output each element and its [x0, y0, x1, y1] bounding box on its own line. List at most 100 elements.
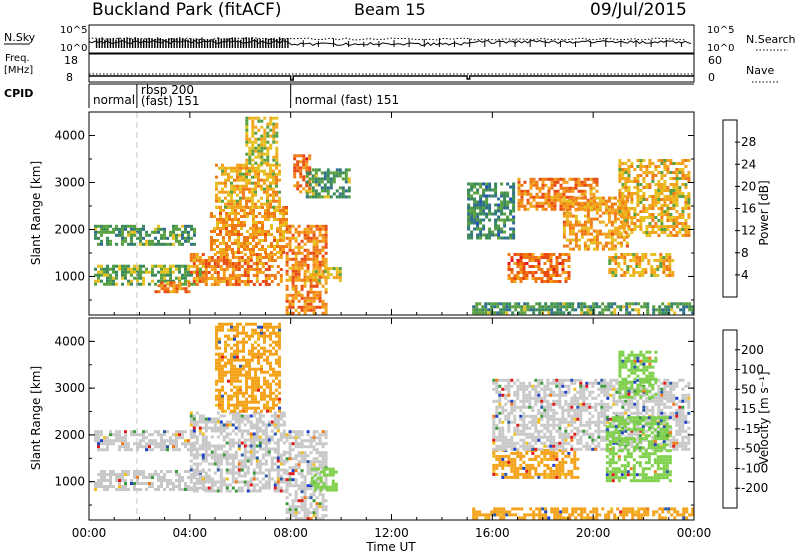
velocity-cell: [205, 451, 208, 454]
power-cell: [621, 168, 624, 171]
power-cell: [255, 227, 258, 230]
velocity-cell: [196, 436, 199, 439]
power-cell: [614, 203, 617, 206]
power-cell: [315, 174, 318, 177]
power-cell: [316, 294, 319, 297]
power-cell: [526, 256, 529, 259]
velocity-cell: [215, 359, 218, 362]
power-cell: [286, 306, 289, 309]
velocity-cell: [251, 368, 254, 371]
velocity-cell: [283, 436, 286, 439]
power-cell: [638, 256, 641, 259]
power-cell: [512, 234, 515, 237]
power-cell: [299, 160, 302, 163]
velocity-cell: [224, 365, 227, 368]
power-cell: [637, 311, 640, 314]
power-cell: [659, 253, 662, 256]
velocity-cell: [253, 457, 256, 460]
velocity-cell: [109, 482, 112, 485]
power-cell: [276, 245, 279, 248]
power-cell: [233, 167, 236, 170]
power-cell: [264, 251, 267, 254]
power-cell: [276, 227, 279, 230]
power-cell: [544, 262, 547, 265]
power-cell: [490, 302, 493, 305]
power-cell: [106, 240, 109, 243]
velocity-cell: [178, 430, 181, 433]
power-cell: [624, 177, 627, 180]
velocity-cell: [196, 478, 199, 481]
power-cell: [553, 271, 556, 274]
power-cell: [106, 228, 109, 231]
power-cell: [605, 224, 608, 227]
power-cell: [210, 242, 213, 245]
power-cell: [566, 187, 569, 190]
power-cell: [599, 203, 602, 206]
velocity-cell: [319, 505, 322, 508]
power-cell: [309, 189, 312, 192]
power-cell: [279, 218, 282, 221]
velocity-cell: [304, 490, 307, 493]
power-cell: [307, 249, 310, 252]
power-cell: [517, 305, 520, 308]
power-cell: [569, 230, 572, 233]
power-cell: [687, 192, 690, 195]
power-cell: [327, 189, 330, 192]
velocity-cell: [254, 389, 257, 392]
power-cell: [301, 264, 304, 267]
velocity-cell: [244, 472, 247, 475]
velocity-cell: [272, 401, 275, 404]
velocity-cell: [218, 362, 221, 365]
power-cell: [663, 204, 666, 207]
power-cell: [656, 274, 659, 277]
power-cell: [142, 237, 145, 240]
velocity-cell: [121, 476, 124, 479]
velocity-cell: [550, 507, 553, 510]
power-cell: [313, 309, 316, 312]
velocity-cell: [316, 514, 319, 517]
power-cell: [175, 234, 178, 237]
power-cell: [215, 182, 218, 185]
power-cell: [243, 224, 246, 227]
power-cell: [681, 192, 684, 195]
power-cell: [668, 265, 671, 268]
power-cell: [248, 167, 251, 170]
power-cell: [241, 256, 244, 259]
power-cell: [282, 215, 285, 218]
velocity-cell: [286, 478, 289, 481]
power-cell: [584, 193, 587, 196]
power-cell: [656, 259, 659, 262]
power-cell: [508, 274, 511, 277]
power-cell: [178, 234, 181, 237]
power-cell: [624, 231, 627, 234]
velocity-cell: [266, 401, 269, 404]
power-cell: [654, 198, 657, 201]
power-cell: [232, 277, 235, 280]
velocity-cell: [301, 439, 304, 442]
velocity-cell: [263, 359, 266, 362]
power-cell: [273, 248, 276, 251]
power-cell: [506, 195, 509, 198]
power-cell: [669, 162, 672, 165]
power-cell: [666, 225, 669, 228]
power-cell: [218, 182, 221, 185]
power-cell: [298, 273, 301, 276]
power-cell: [230, 185, 233, 188]
power-cell: [526, 253, 529, 256]
velocity-cell: [253, 445, 256, 448]
power-cell: [584, 197, 587, 200]
power-cell: [293, 184, 296, 187]
power-cell: [575, 233, 578, 236]
power-cell: [234, 251, 237, 254]
power-cell: [473, 204, 476, 207]
power-cell: [538, 262, 541, 265]
power-cell: [675, 201, 678, 204]
power-cell: [103, 228, 106, 231]
power-cell: [559, 262, 562, 265]
power-cell: [325, 288, 328, 291]
velocity-cell: [221, 404, 224, 407]
power-cell: [225, 233, 228, 236]
velocity-cell: [221, 401, 224, 404]
velocity-cell: [230, 353, 233, 356]
power-cell: [243, 248, 246, 251]
